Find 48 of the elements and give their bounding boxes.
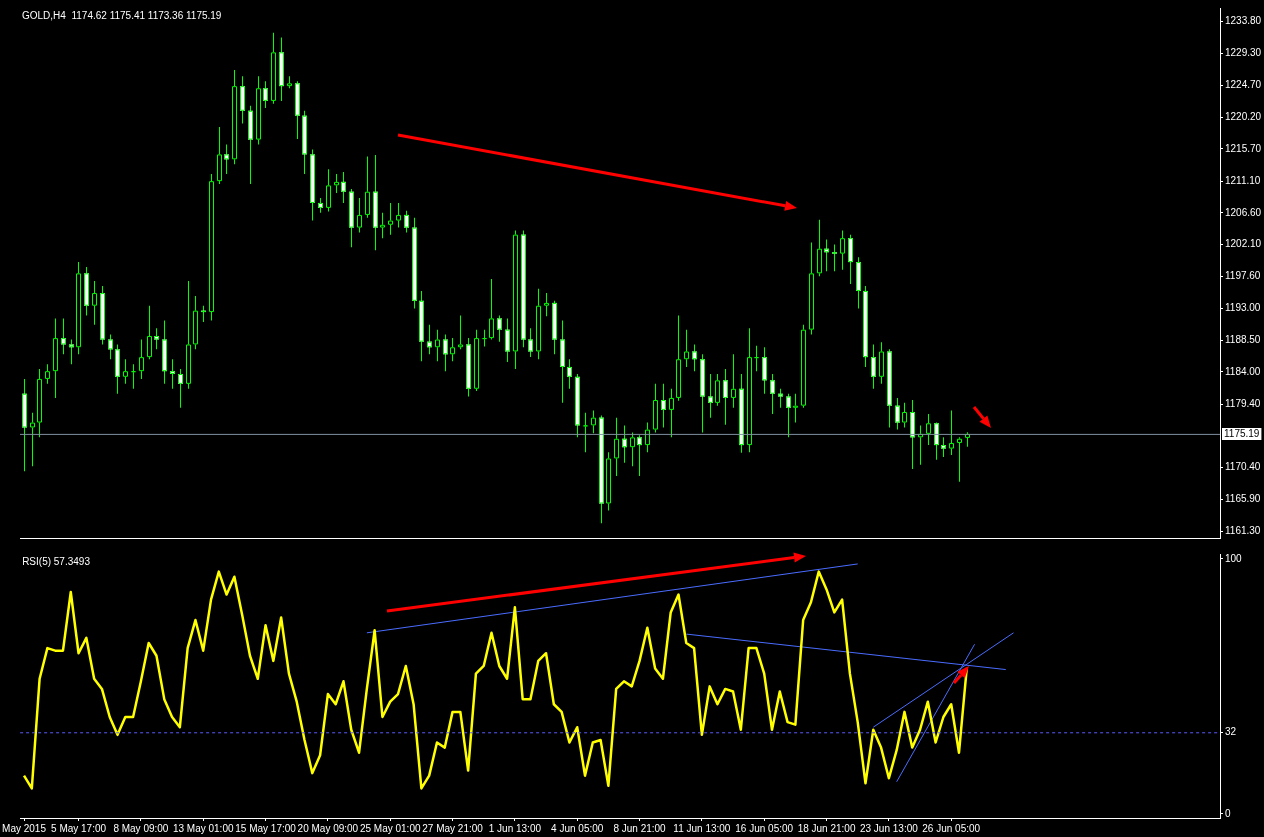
y-tick-label: 1197.60 (1225, 269, 1261, 281)
candlestick (918, 425, 923, 465)
y-tick-label: 1206.60 (1225, 206, 1262, 218)
x-tick-label: 1 Jun 13:00 (488, 822, 542, 834)
x-tick-label: 5 May 17:00 (51, 822, 107, 834)
y-tick-label: 1229.30 (1225, 46, 1262, 58)
chart-title: GOLD,H4 1174.62 1175.41 1173.36 1175.19 (22, 9, 222, 21)
candlestick (131, 364, 136, 389)
y-tick-label: 100 (1225, 552, 1243, 564)
x-tick-label: 16 Jun 05:00 (735, 822, 794, 834)
x-tick-label: 4 Jun 05:00 (551, 822, 604, 834)
y-tick-label: 32 (1225, 726, 1237, 738)
y-tick-label: 1161.30 (1225, 525, 1261, 537)
y-tick-label: 1233.80 (1225, 15, 1262, 27)
candlestick (583, 412, 588, 453)
y-tick-label: 1224.70 (1225, 79, 1262, 91)
x-tick-label: 20 May 09:00 (297, 822, 359, 834)
y-tick-label: 1165.90 (1225, 493, 1261, 505)
y-tick-label: 1215.70 (1225, 142, 1262, 154)
candlestick (957, 437, 962, 482)
y-tick-label: 1179.40 (1225, 398, 1261, 410)
candlestick (754, 345, 759, 372)
y-tick-label: 1170.40 (1225, 461, 1261, 473)
candlestick (793, 393, 798, 423)
y-tick-label: 1184.00 (1225, 365, 1261, 377)
y-tick-label: 1193.00 (1225, 302, 1261, 314)
x-tick-label: 8 May 09:00 (113, 822, 169, 834)
y-tick-label: 1220.20 (1225, 110, 1262, 122)
x-tick-label: 25 May 01:00 (359, 822, 421, 834)
x-tick-label: 18 Jun 21:00 (797, 822, 856, 834)
x-tick-label: 23 Jun 13:00 (859, 822, 919, 834)
ref-line-label: 1175.19 (1224, 427, 1260, 439)
x-tick-label: May 2015 (2, 822, 47, 834)
y-tick-label: 1211.10 (1225, 174, 1261, 186)
y-tick-label: 1188.50 (1225, 333, 1261, 345)
x-tick-label: 26 Jun 05:00 (922, 822, 981, 834)
candlestick (170, 359, 175, 389)
candlestick (201, 305, 206, 322)
y-tick-label: 0 (1225, 807, 1231, 819)
x-tick-label: 13 May 01:00 (172, 822, 234, 834)
x-tick-label: 8 Jun 21:00 (613, 822, 667, 834)
candlestick (482, 329, 487, 347)
x-tick-label: 11 Jun 13:00 (673, 822, 731, 834)
x-tick-label: 15 May 17:00 (235, 822, 297, 834)
x-tick-label: 27 May 21:00 (422, 822, 484, 834)
candlestick (832, 244, 837, 272)
y-tick-label: 1202.10 (1225, 238, 1262, 250)
chart-title: RSI(5) 57.3493 (22, 555, 91, 567)
